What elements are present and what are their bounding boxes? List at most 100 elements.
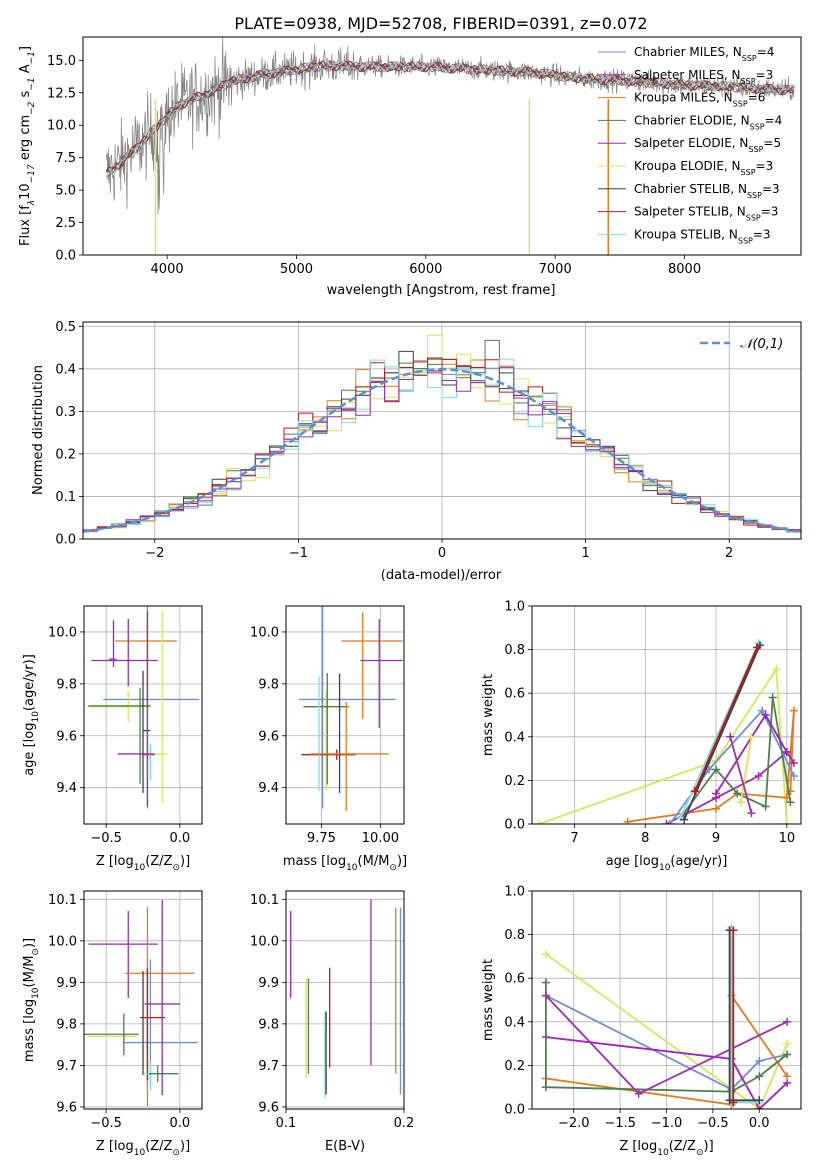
- y-tick-label: 9.4: [56, 781, 77, 796]
- x-tick-label: 8000: [668, 262, 701, 277]
- weight-marker: [755, 1096, 764, 1105]
- weight-marker: [755, 1072, 764, 1081]
- weight-marker: [768, 693, 777, 702]
- y-tick-label: 0.3: [55, 405, 76, 420]
- y-axis-label-part: 10: [18, 183, 33, 200]
- x-axis-label-part: )]: [704, 1139, 714, 1154]
- weight-marker: [747, 732, 756, 741]
- y-tick-label: 9.6: [56, 729, 77, 744]
- axes-frame: [285, 605, 405, 825]
- weight-marker: [666, 820, 675, 824]
- weight-marker: [747, 809, 756, 818]
- errorbar-point: [86, 1015, 136, 1058]
- legend-entry-part: SSP: [747, 190, 762, 199]
- legend-entry-part: SSP: [748, 145, 763, 154]
- x-tick-label: −0.5: [90, 1116, 122, 1131]
- y-tick-label: 7.5: [55, 151, 76, 166]
- legend-entry: Salpeter STELIB, NSSP=3: [634, 205, 778, 223]
- weight-marker: [690, 787, 699, 796]
- errorbar-point: [86, 691, 151, 723]
- x-tick-label: 10: [779, 831, 796, 846]
- x-axis-label-part: (M/M: [358, 854, 390, 869]
- x-axis-label: mass [log10(M/M⊙)]: [283, 854, 407, 873]
- histogram-series: [83, 358, 801, 532]
- chart-mass_vs_Z: −0.5 0.09.69.79.89.910.010.1Z [log10(Z/Z⊙…: [22, 890, 203, 1158]
- legend-entry: Salpeter MILES, NSSP=3: [634, 68, 773, 86]
- x-axis-label-part: age [log: [606, 854, 659, 869]
- x-axis-label-part: ⊙: [172, 863, 180, 873]
- y-axis-label: Flux [fλ10−17 erg cm−2 s−1 A−1]: [18, 46, 37, 246]
- weight-marker: [680, 815, 689, 824]
- y-axis-label-part: ⊙: [31, 948, 41, 956]
- histogram-series: [83, 358, 801, 531]
- legend-entry-part: SSP: [742, 54, 757, 63]
- legend-entry-part: =3: [756, 159, 774, 173]
- y-axis-label-part: −1: [27, 51, 37, 64]
- x-tick-label: 1: [581, 546, 589, 561]
- x-axis-label-part: )]: [397, 854, 407, 869]
- chart-age_vs_Z: −0.5 0.09.49.69.810.0Z [log10(Z/Z⊙)]age […: [22, 605, 203, 873]
- errorbar-point: [88, 910, 158, 999]
- errorbar-point: [144, 900, 180, 1096]
- y-tick-label: 1.0: [504, 885, 525, 900]
- y-tick-label: 0.4: [55, 362, 76, 377]
- weight-marker: [712, 804, 721, 813]
- legend-entry-part: =4: [757, 45, 775, 59]
- y-axis-label: mass [log10(M/M⊙)]: [22, 938, 41, 1062]
- x-axis-label-part: Z [log: [96, 1139, 134, 1154]
- x-tick-label: 8: [641, 831, 649, 846]
- weight-line: [545, 994, 788, 1091]
- y-tick-label: 0.6: [504, 972, 525, 987]
- errorbar-point: [88, 687, 151, 784]
- y-tick-label: 9.7: [56, 1059, 77, 1074]
- weight-marker: [736, 798, 745, 807]
- x-tick-label: −2: [145, 546, 164, 561]
- weight-marker: [753, 643, 762, 652]
- legend-entry: Salpeter ELODIE, NSSP=5: [634, 136, 781, 154]
- y-axis-label-part: age [log: [22, 723, 37, 776]
- weight-marker: [782, 748, 791, 757]
- weight-marker: [733, 789, 742, 798]
- x-axis-label-part: mass [log: [283, 854, 346, 869]
- y-axis-label-part: 10: [31, 987, 41, 999]
- weight-marker: [541, 978, 550, 987]
- x-axis-label-part: 10: [659, 863, 671, 873]
- plot-area: [535, 639, 798, 824]
- weight-marker: [783, 1050, 792, 1059]
- y-axis-label-part: λ: [27, 200, 37, 206]
- x-tick-label: 0.2: [394, 1116, 415, 1131]
- x-axis-label-part: 10: [134, 863, 146, 873]
- y-tick-label: 9.6: [56, 1100, 77, 1115]
- x-tick-label: 6000: [409, 262, 442, 277]
- y-tick-label: 5.0: [55, 184, 76, 199]
- y-tick-label: 0.8: [504, 928, 525, 943]
- x-tick-label: −2.0: [558, 1116, 590, 1131]
- legend-entry: Chabrier MILES, NSSP=4: [634, 45, 774, 63]
- errorbar-point: [360, 618, 403, 728]
- y-tick-label: 10.0: [250, 625, 279, 640]
- weight-line: [679, 697, 792, 819]
- y-tick-label: 0.0: [55, 533, 76, 548]
- x-axis-label-part: Z [log: [619, 1139, 657, 1154]
- errorbar-point: [109, 620, 117, 667]
- y-tick-label: 0.0: [55, 249, 76, 264]
- y-tick-label: 10.0: [250, 934, 279, 949]
- x-tick-label: 9: [712, 831, 720, 846]
- errorbar-point: [91, 618, 158, 687]
- weight-line: [666, 750, 795, 824]
- x-tick-label: 0.1: [276, 1116, 297, 1131]
- y-tick-label: 0.1: [55, 490, 76, 505]
- x-axis-label-part: 10: [134, 1148, 146, 1158]
- legend-entry: Chabrier ELODIE, NSSP=4: [634, 113, 782, 130]
- x-tick-label: 7: [570, 831, 578, 846]
- plot-area: [83, 334, 801, 533]
- axes-frame: [285, 890, 405, 1110]
- x-axis-label-part: Z [log: [96, 854, 134, 869]
- weight-line: [683, 644, 761, 820]
- errorbar-point: [148, 1065, 179, 1083]
- y-axis-label-part: (M/M: [22, 956, 37, 988]
- errorbar-point: [114, 612, 177, 704]
- weight-marker: [761, 802, 770, 811]
- errorbar-point: [303, 672, 349, 785]
